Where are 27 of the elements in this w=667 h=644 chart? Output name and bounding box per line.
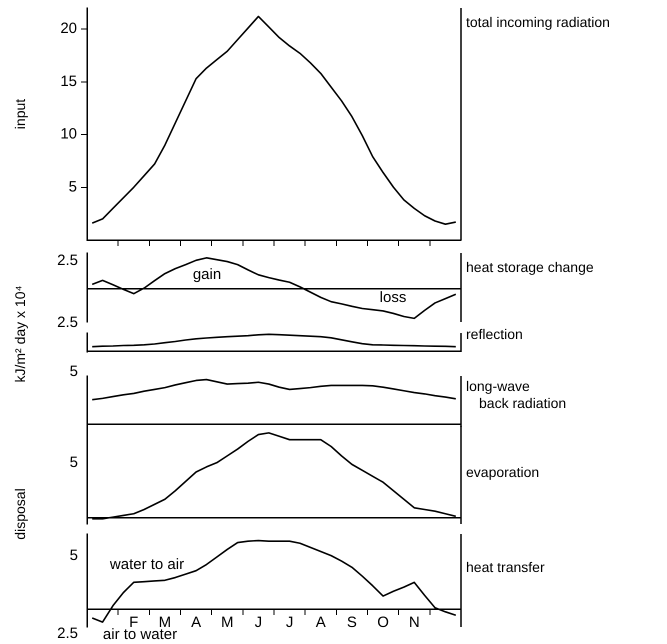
text: evaporation	[466, 464, 540, 480]
y-axis-title: disposal	[12, 488, 28, 540]
y-axis-title: kJ/m² day x 10⁴	[12, 285, 28, 383]
x-tick-label: N	[408, 614, 420, 632]
y-tick-label: 10	[60, 126, 77, 143]
y-axis-title: input	[12, 98, 28, 132]
x-tick-label: A	[191, 614, 202, 632]
text: 2.5	[57, 314, 78, 332]
x-tick-label: M	[221, 614, 234, 632]
x-tick-label: O	[377, 614, 389, 632]
text: total incoming radiation	[466, 14, 610, 30]
annotation: gain	[192, 266, 222, 284]
x-tick-label: J	[286, 614, 294, 632]
y-tick-label: 5	[68, 178, 77, 196]
text: heat transfer	[466, 558, 545, 575]
series-label: long-wave back radiation	[466, 378, 566, 411]
x-tick-label: A	[316, 614, 326, 632]
text: 2.5	[57, 625, 78, 642]
y-tick-label: 15	[60, 72, 77, 90]
annotation: loss	[380, 289, 406, 306]
series-label: reflection	[466, 326, 523, 342]
x-tick-label: J	[254, 614, 262, 632]
annotation: water to air	[108, 556, 184, 574]
x-tick-label: S	[346, 614, 357, 632]
y-tick-label: 20	[60, 20, 77, 38]
series-label: heat storage change	[466, 258, 594, 275]
text: 2.5	[57, 252, 78, 270]
